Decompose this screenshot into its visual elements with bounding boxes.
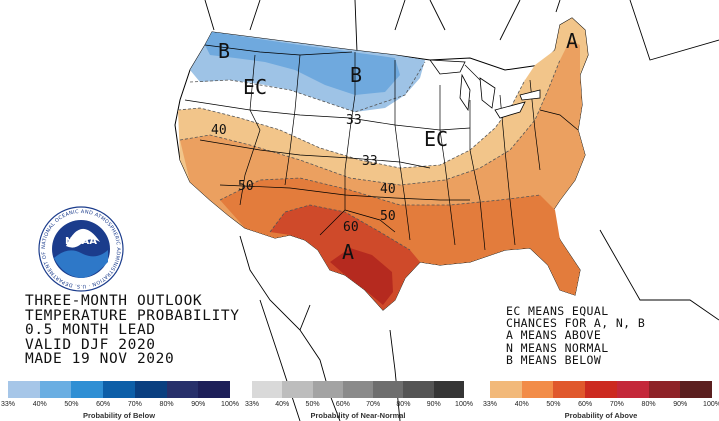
normal-scale-tick-label: 100%: [455, 401, 473, 408]
below-label-north: B: [350, 63, 362, 87]
below-scale-swatch: [134, 381, 167, 398]
below-scale-tick-label: 60%: [96, 401, 111, 408]
normal-scale-ticks: 33% 40% 50% 60% 70% 80% 90% 100%: [245, 401, 473, 411]
great-lakes: [429, 59, 541, 119]
contour-label-50-west: 50: [238, 179, 254, 194]
above-scale-tick-label: 70%: [609, 401, 624, 408]
above-label-northeast: A: [566, 29, 578, 53]
above-scale-swatch: [616, 381, 649, 398]
legend-line-below: B MEANS BELOW: [506, 352, 602, 367]
above-scale-swatch: [585, 381, 617, 398]
normal-color-scale: [252, 381, 464, 398]
above-scale-swatch: [680, 381, 712, 398]
normal-scale-swatch: [312, 381, 343, 398]
contour-label-50-central: 50: [380, 209, 396, 224]
below-scale-swatch: [103, 381, 135, 398]
above-70-region: [330, 248, 393, 305]
above-scale-swatch: [648, 381, 681, 398]
legend-line-above: A MEANS ABOVE: [506, 328, 602, 343]
outlook-lead: 0.5 MONTH LEAD: [25, 322, 156, 339]
noaa-logo: NATIONAL OCEANIC AND ATMOSPHERIC ADMINIS…: [38, 206, 124, 292]
outlook-valid: VALID DJF 2020: [25, 336, 156, 353]
outlook-description: THREE-MONTH OUTLOOK TEMPERATURE PROBABIL…: [25, 294, 240, 367]
above-scale-caption: Probability of Above: [564, 411, 638, 420]
below-scale-tick-label: 100%: [221, 401, 239, 408]
above-scale-tick-label: 90%: [673, 401, 688, 408]
above-scale-tick-label: 40%: [514, 401, 529, 408]
noaa-logo-center-text: NOAA: [65, 236, 97, 247]
above-scale-tick-label: 100%: [703, 401, 719, 408]
contour-label-60-south: 60: [343, 220, 359, 235]
above-scale-tick-label: 33%: [482, 401, 498, 408]
legend-line-normal: N MEANS NORMAL: [506, 340, 609, 355]
normal-scale-swatch: [252, 381, 283, 398]
above-scale-swatch: [521, 381, 554, 398]
below-scale-caption: Probability of Below: [82, 411, 156, 420]
above-label-south: A: [342, 240, 354, 264]
below-label-northwest: B: [218, 39, 230, 63]
below-color-scale: [8, 381, 230, 398]
normal-scale-swatch: [342, 381, 374, 398]
normal-scale-swatch: [282, 381, 313, 398]
outlook-variable: TEMPERATURE PROBABILITY: [25, 307, 240, 324]
normal-scale-tick-label: 70%: [366, 401, 381, 408]
contour-lines: [177, 59, 561, 251]
normal-scale-tick-label: 40%: [275, 401, 290, 408]
above-color-scale: [490, 381, 712, 398]
below-scale-ticks: 33% 40% 50% 60% 70% 80% 90% 100%: [1, 401, 239, 411]
ec-label-midwest: EC: [424, 127, 448, 151]
neighbor-outlines: [204, 0, 719, 421]
normal-scale-tick-label: 50%: [305, 401, 320, 408]
below-scale-swatch: [8, 381, 40, 398]
normal-scale-swatch: [373, 381, 404, 398]
contour-label-40-west: 40: [211, 123, 227, 138]
contour-label-33-north: 33: [346, 113, 362, 128]
normal-scale-tick-label: 90%: [426, 401, 441, 408]
normal-scale-tick-label: 80%: [396, 401, 411, 408]
above-scale-tick-label: 60%: [578, 401, 593, 408]
below-scale-tick-label: 33%: [0, 401, 16, 408]
above-scale-tick-label: 80%: [641, 401, 656, 408]
above-scale-swatch: [490, 381, 522, 398]
contour-label-33-central: 33: [362, 154, 378, 169]
normal-scale-tick-label: 60%: [335, 401, 350, 408]
above-scale-swatch: [553, 381, 586, 398]
below-scale-tick-label: 50%: [64, 401, 79, 408]
legend-line-chances: CHANCES FOR A, N, B: [506, 316, 646, 331]
ec-label-west: EC: [243, 75, 267, 99]
category-legend: EC MEANS EQUAL CHANCES FOR A, N, B A MEA…: [506, 305, 645, 366]
outlook-made: MADE 19 NOV 2020: [25, 351, 175, 368]
below-scale-tick-label: 40%: [32, 401, 47, 408]
normal-scale-swatch: [433, 381, 464, 398]
below-scale-tick-label: 70%: [127, 401, 142, 408]
outlook-title: THREE-MONTH OUTLOOK: [25, 293, 203, 309]
below-scale-tick-label: 90%: [191, 401, 206, 408]
below-scale-swatch: [198, 381, 230, 398]
below-scale-tick-label: 80%: [159, 401, 174, 408]
below-scale-swatch: [39, 381, 72, 398]
normal-scale-tick-label: 33%: [244, 401, 260, 408]
below-40-region: [205, 32, 400, 95]
above-scale-ticks: 33% 40% 50% 60% 70% 80% 90% 100%: [483, 401, 719, 411]
contour-label-40-central: 40: [380, 182, 396, 197]
normal-scale-caption: Probability of Near-Normal: [310, 411, 406, 420]
below-scale-swatch: [71, 381, 104, 398]
legend-line-ec: EC MEANS EQUAL: [506, 304, 609, 318]
normal-scale-swatch: [403, 381, 434, 398]
below-scale-swatch: [166, 381, 199, 398]
above-scale-tick-label: 50%: [546, 401, 561, 408]
